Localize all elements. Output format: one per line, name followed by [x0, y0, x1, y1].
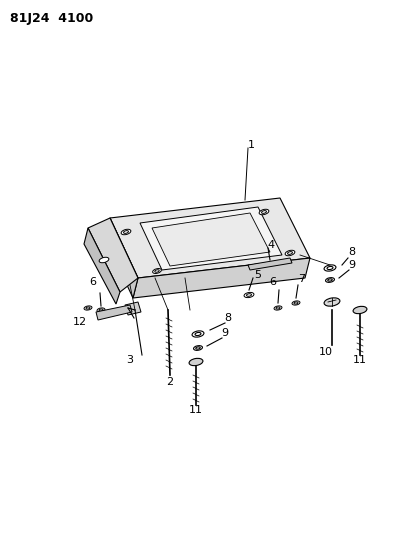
Polygon shape	[133, 258, 310, 298]
Ellipse shape	[194, 345, 202, 350]
Polygon shape	[105, 218, 138, 298]
Text: 81J24  4100: 81J24 4100	[10, 12, 93, 25]
Ellipse shape	[324, 265, 336, 271]
Text: 6: 6	[89, 277, 97, 287]
Ellipse shape	[259, 209, 269, 215]
Text: 8: 8	[348, 247, 356, 257]
Ellipse shape	[327, 266, 333, 270]
Ellipse shape	[124, 231, 128, 233]
Polygon shape	[110, 198, 310, 278]
Ellipse shape	[276, 307, 280, 309]
Ellipse shape	[262, 211, 267, 213]
Text: 11: 11	[353, 355, 367, 365]
Ellipse shape	[247, 294, 251, 296]
Polygon shape	[140, 207, 282, 270]
Text: 3: 3	[126, 355, 134, 365]
Ellipse shape	[86, 307, 90, 309]
Text: 1: 1	[247, 140, 255, 150]
Ellipse shape	[244, 293, 254, 297]
Polygon shape	[125, 302, 141, 315]
Ellipse shape	[195, 333, 201, 336]
Ellipse shape	[155, 270, 159, 272]
Text: 12: 12	[73, 317, 87, 327]
Polygon shape	[84, 228, 120, 304]
Polygon shape	[248, 258, 292, 270]
Ellipse shape	[288, 252, 292, 254]
Ellipse shape	[285, 251, 295, 256]
Text: 7: 7	[298, 274, 306, 284]
Ellipse shape	[99, 309, 103, 311]
Text: 8: 8	[224, 313, 231, 323]
Ellipse shape	[192, 331, 204, 337]
Ellipse shape	[121, 229, 131, 235]
Text: 11: 11	[189, 405, 203, 415]
Ellipse shape	[326, 278, 334, 282]
Ellipse shape	[324, 298, 340, 306]
Text: 9: 9	[221, 328, 229, 338]
Text: 6: 6	[269, 277, 277, 287]
Polygon shape	[96, 305, 132, 320]
Ellipse shape	[99, 257, 109, 263]
Ellipse shape	[274, 306, 282, 310]
Ellipse shape	[84, 306, 92, 310]
Ellipse shape	[353, 306, 367, 313]
Ellipse shape	[196, 347, 200, 349]
Text: 5: 5	[255, 270, 261, 280]
Text: 4: 4	[267, 240, 275, 250]
Ellipse shape	[328, 279, 332, 281]
Ellipse shape	[294, 302, 298, 304]
Ellipse shape	[292, 301, 300, 305]
Polygon shape	[152, 213, 270, 266]
Text: 10: 10	[319, 347, 333, 357]
Ellipse shape	[97, 308, 105, 312]
Ellipse shape	[152, 269, 161, 273]
Ellipse shape	[189, 358, 203, 366]
Text: 2: 2	[166, 377, 174, 387]
Polygon shape	[88, 218, 138, 292]
Text: 9: 9	[348, 260, 356, 270]
